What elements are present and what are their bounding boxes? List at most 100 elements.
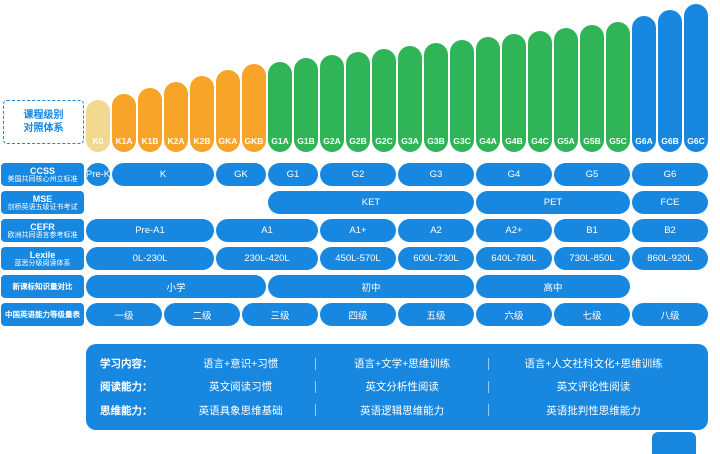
level-pill-g3c: G3C (450, 40, 474, 152)
lexile-cell: 230L-420L (216, 247, 318, 270)
level-pill-g3a: G3A (398, 46, 422, 152)
level-pill-g6c: G6C (684, 4, 708, 152)
level-pill-g4a: G4A (476, 37, 500, 152)
cse-cell: 二级 (164, 303, 240, 326)
bottom-row: 思维能力： 英语具象思维基础 英语逻辑思维能力 英语批判性思维能力 (100, 403, 698, 418)
course-level-legend-box: 课程级别 对照体系 (3, 100, 84, 144)
bottom-row-label: 思维能力： (100, 404, 153, 417)
ccss-cell: G1 (268, 163, 318, 186)
curriculum-cell: 初中 (268, 275, 474, 298)
curriculum-cell: 小学 (86, 275, 266, 298)
cefr-cell: B2 (632, 219, 708, 242)
row-label-lexile: Lexile 蓝思分级阅读体系 (1, 247, 84, 270)
curriculum-cell: 高中 (476, 275, 630, 298)
ccss-cell: K (112, 163, 214, 186)
pill-label: G6B (661, 136, 679, 146)
ccss-cell: GK (216, 163, 266, 186)
pill-label: K0 (92, 136, 104, 146)
row-label-ccss: CCSS 美国共同核心州立标准 (1, 163, 84, 186)
row-label-line1: Lexile (29, 249, 56, 260)
pill-label: K2B (193, 136, 211, 146)
row-label-line2: 美国共同核心州立标准 (7, 175, 78, 183)
ccss-cell: G5 (554, 163, 630, 186)
level-pill-g2b: G2B (346, 52, 370, 152)
row-label-line1: MSE (32, 193, 53, 204)
bottom-row-label: 学习内容： (100, 358, 153, 371)
pill-label: G4C (531, 136, 549, 146)
pill-label: G6C (687, 136, 705, 146)
bottom-row: 阅读能力： 英文阅读习惯 英文分析性阅读 英文评论性阅读 (100, 379, 698, 394)
row-label-cse: 中国英语能力等级量表 (1, 303, 84, 326)
pill-label: GKB (244, 136, 264, 146)
lexile-cell: 600L-730L (398, 247, 474, 270)
pill-label: K1A (115, 136, 133, 146)
level-pill-g2c: G2C (372, 49, 396, 152)
abilities-summary-box: 学习内容： 语言+意识+习惯 语言+文学+思维训练 语言+人文社科文化+思维训练 阅读能… (86, 344, 708, 430)
cefr-cell: A2 (398, 219, 474, 242)
level-pill-k2b: K2B (190, 76, 214, 152)
level-pill-g5a: G5A (554, 28, 578, 152)
cefr-cell: Pre-A1 (86, 219, 214, 242)
ccss-cell: G6 (632, 163, 708, 186)
level-pill-g5c: G5C (606, 22, 630, 152)
bottom-item: 英语具象思维基础 (198, 404, 283, 417)
row-label-curriculum: 新课标知识量对比 (1, 275, 84, 298)
level-pill-g1b: G1B (294, 58, 318, 152)
ccss-cell: Pre-K (86, 163, 110, 186)
row-label-line1: 新课标知识量对比 (12, 281, 73, 291)
level-pill-g2a: G2A (320, 55, 344, 152)
row-label-line1: CCSS (29, 165, 55, 176)
cefr-cell: B1 (554, 219, 630, 242)
pill-label: G3C (453, 136, 471, 146)
ccss-cell: G2 (320, 163, 396, 186)
pill-label: G6A (635, 136, 653, 146)
pill-label: G1B (297, 136, 315, 146)
bottom-item: 语言+人文社科文化+思维训练 (524, 358, 663, 371)
cse-cell: 五级 (398, 303, 474, 326)
pill-label: G2C (375, 136, 393, 146)
cse-cell: 八级 (632, 303, 708, 326)
column-divider (315, 404, 317, 417)
lexile-cell: 450L-570L (320, 247, 396, 270)
level-pill-gkb: GKB (242, 64, 266, 152)
level-pill-g3b: G3B (424, 43, 448, 152)
level-pill-g1a: G1A (268, 62, 292, 152)
cefr-cell: A1+ (320, 219, 396, 242)
lexile-cell: 860L-920L (632, 247, 708, 270)
level-pill-k1b: K1B (138, 88, 162, 152)
level-pill-g4c: G4C (528, 31, 552, 152)
cse-cell: 三级 (242, 303, 318, 326)
pill-label: K1B (141, 136, 159, 146)
cse-cell: 一级 (86, 303, 162, 326)
lexile-cell: 730L-850L (554, 247, 630, 270)
level-pill-gka: GKA (216, 70, 240, 152)
pill-label: G5B (583, 136, 601, 146)
column-divider (487, 357, 489, 370)
column-divider (315, 357, 317, 370)
row-label-line2: 欧洲共同语言参考标准 (7, 231, 78, 239)
bottom-row: 学习内容： 语言+意识+习惯 语言+文学+思维训练 语言+人文社科文化+思维训练 (100, 356, 698, 371)
bottom-row-label: 阅读能力： (100, 381, 153, 394)
row-label-cefr: CEFR 欧洲共同语言参考标准 (1, 219, 84, 242)
lexile-cell: 0L-230L (86, 247, 214, 270)
pill-label: G4B (505, 136, 523, 146)
row-label-line2: 蓝思分级阅读体系 (14, 259, 71, 267)
bottom-item: 英文评论性阅读 (556, 381, 631, 394)
column-divider (487, 404, 489, 417)
level-pill-g5b: G5B (580, 25, 604, 152)
pill-label: G2A (323, 136, 341, 146)
level-pill-k2a: K2A (164, 82, 188, 152)
mse-cell: KET (268, 191, 474, 214)
cefr-cell: A2+ (476, 219, 552, 242)
legend-line2: 对照体系 (23, 123, 64, 134)
decorative-corner-shape (652, 432, 696, 454)
legend-line1: 课程级别 (23, 110, 64, 121)
pill-label: K2A (167, 136, 185, 146)
cefr-cell: A1 (216, 219, 318, 242)
level-pill-g6b: G6B (658, 10, 682, 152)
row-label-mse: MSE 剑桥英语五级证书考试 (1, 191, 84, 214)
cse-cell: 四级 (320, 303, 396, 326)
lexile-cell: 640L-780L (476, 247, 552, 270)
pill-label: G2B (349, 136, 367, 146)
